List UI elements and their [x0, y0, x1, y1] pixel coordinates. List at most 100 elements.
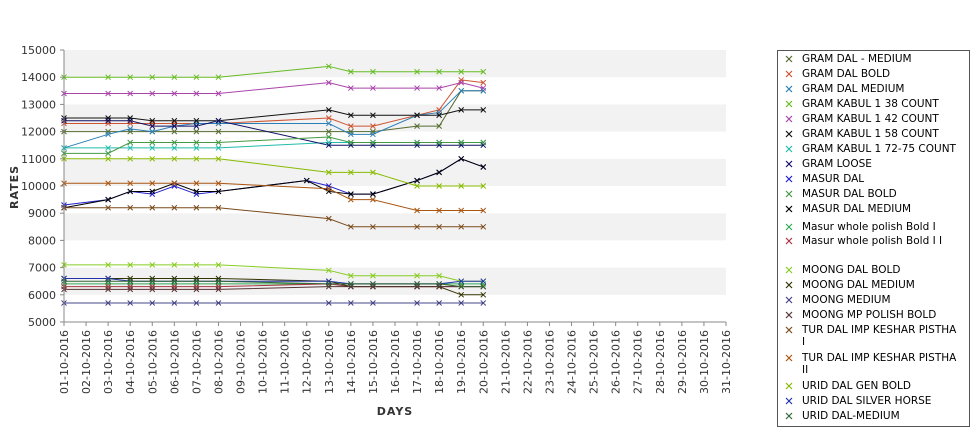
data-point	[193, 123, 200, 130]
legend-marker-icon	[785, 311, 793, 319]
x-tick-label: 04-10-2016	[124, 330, 137, 394]
legend-marker-icon	[785, 190, 793, 198]
series-line	[64, 65, 484, 78]
data-point	[105, 145, 111, 151]
legend-item: TUR DAL IMP KESHAR PISTHA I	[778, 324, 962, 348]
data-point	[458, 207, 465, 214]
data-point	[193, 278, 200, 285]
legend-item: GRAM LOOSE	[778, 158, 962, 170]
grid-band	[64, 77, 726, 105]
data-point	[325, 134, 332, 140]
data-point	[458, 300, 465, 306]
legend-item: GRAM KABUL 1 72-75 COUNT	[778, 143, 962, 155]
legend-marker-icon	[785, 237, 793, 245]
series-line	[64, 79, 484, 127]
data-point	[193, 128, 200, 135]
data-point	[127, 145, 134, 151]
x-tick-label: 23-10-2016	[543, 330, 556, 394]
data-point	[436, 169, 442, 176]
legend-item: GRAM KABUL 1 38 COUNT	[778, 98, 962, 110]
data-point	[171, 90, 178, 97]
legend-item: URID DAL GEN BOLD	[778, 380, 962, 392]
x-tick-label: 11-10-2016	[279, 330, 292, 394]
legend-label: MOONG MP POLISH BOLD	[802, 309, 937, 321]
legend-marker-icon	[785, 223, 793, 231]
data-point	[458, 223, 465, 230]
data-point	[105, 131, 111, 138]
data-point	[325, 115, 332, 121]
data-point	[127, 155, 134, 162]
data-point	[171, 74, 178, 81]
series-lines	[63, 65, 484, 304]
data-point	[436, 281, 442, 287]
data-point	[149, 286, 156, 293]
data-point	[370, 272, 376, 279]
data-point	[480, 183, 487, 189]
data-point	[105, 262, 111, 268]
legend-marker-icon	[785, 160, 793, 168]
legend-label: GRAM KABUL 1 58 COUNT	[802, 128, 939, 140]
x-tick-label: 24-10-2016	[566, 330, 579, 394]
data-point	[215, 128, 222, 135]
data-point	[325, 215, 332, 222]
legend-item: MOONG MP POLISH BOLD	[778, 309, 962, 321]
data-point	[127, 278, 134, 285]
legend-label: Masur whole polish Bold I I	[802, 235, 943, 247]
data-point	[436, 207, 442, 214]
data-point	[127, 262, 134, 268]
data-point	[370, 196, 376, 203]
legend-label: Masur whole polish Bold I	[802, 221, 936, 233]
data-point	[171, 278, 178, 285]
data-point	[149, 262, 156, 268]
data-point	[325, 169, 332, 176]
data-point	[436, 68, 442, 75]
data-point	[480, 164, 487, 170]
data-point	[436, 139, 442, 146]
legend-marker-icon	[785, 205, 793, 213]
data-point	[480, 283, 487, 290]
data-point	[215, 139, 222, 146]
legend-label: URID DAL-MEDIUM	[802, 410, 900, 422]
line-chart: 5000 6000 7000 8000 9000 10000 11000 12000 13000…	[8, 44, 733, 418]
series-points	[61, 63, 487, 306]
data-point	[458, 139, 465, 146]
y-tick-label: 12000	[21, 126, 56, 139]
x-tick-label: 01-10-2016	[58, 330, 71, 394]
y-tick-label: 10000	[21, 180, 56, 193]
data-point	[193, 117, 200, 124]
x-axis-title: DAYS	[377, 405, 413, 418]
series-line	[64, 182, 484, 211]
grid-bands	[64, 50, 726, 322]
x-tick-label: 27-10-2016	[632, 330, 645, 394]
x-tick-label: 05-10-2016	[146, 330, 159, 394]
legend-label: GRAM DAL - MEDIUM	[802, 53, 912, 65]
data-point	[215, 90, 222, 97]
series-line	[64, 158, 484, 187]
data-point	[480, 278, 487, 285]
data-point	[480, 291, 487, 298]
data-point	[370, 112, 376, 119]
data-point	[171, 145, 178, 151]
data-point	[127, 139, 134, 146]
data-point	[414, 139, 420, 146]
data-point	[414, 223, 420, 230]
data-point	[127, 180, 134, 187]
legend-item: GRAM DAL BOLD	[778, 68, 962, 80]
legend-label: GRAM DAL MEDIUM	[802, 83, 905, 95]
data-point	[193, 300, 200, 306]
legend-item: MASUR DAL MEDIUM	[778, 203, 962, 215]
x-tick-label: 15-10-2016	[367, 330, 380, 394]
data-point	[370, 169, 376, 176]
data-point	[480, 300, 487, 306]
data-point	[348, 131, 354, 138]
data-point	[105, 196, 111, 203]
data-point	[370, 139, 376, 146]
grid-band	[64, 294, 726, 322]
legend-label: URID DAL SILVER HORSE	[802, 395, 932, 407]
legend-marker-icon	[785, 100, 793, 108]
data-point	[193, 286, 200, 293]
legend-label: MOONG DAL BOLD	[802, 264, 901, 276]
legend-marker-icon	[785, 175, 793, 183]
data-point	[149, 139, 156, 146]
legend-label: GRAM KABUL 1 38 COUNT	[802, 98, 939, 110]
